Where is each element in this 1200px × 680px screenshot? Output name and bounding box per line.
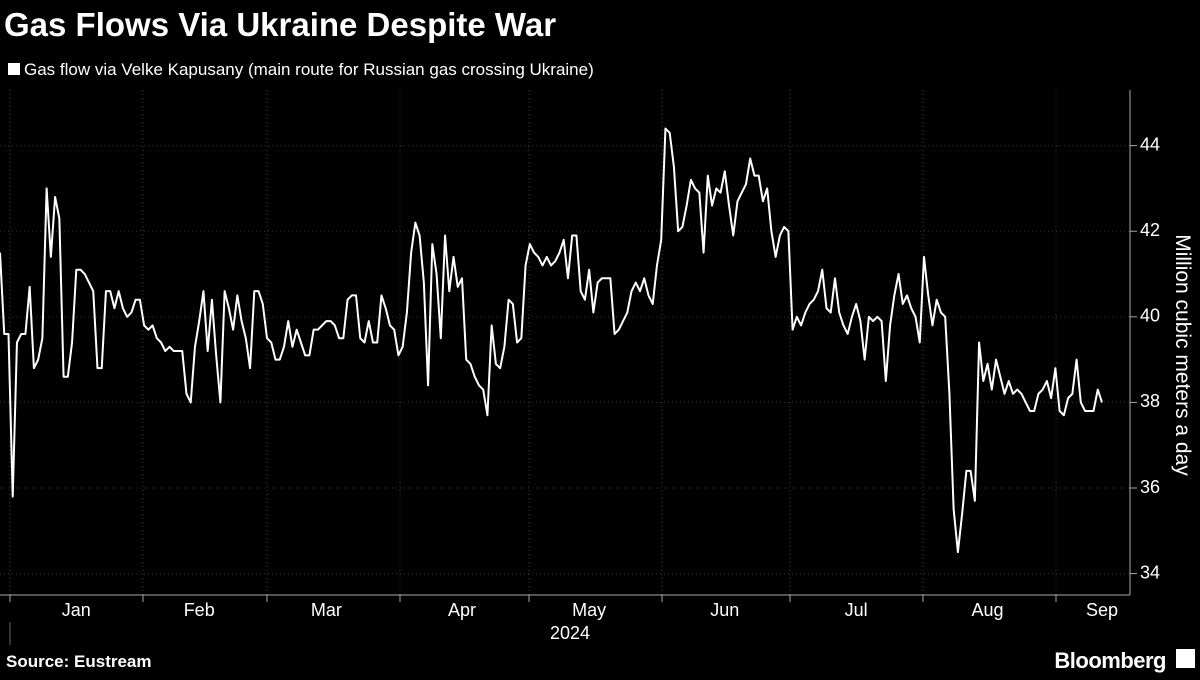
x-tick-label: Apr — [448, 600, 476, 620]
y-tick-label: 42 — [1140, 220, 1160, 240]
y-tick-label: 34 — [1140, 562, 1160, 582]
x-tick-label: Jul — [845, 600, 868, 620]
x-tick-label: Feb — [184, 600, 215, 620]
y-axis-label: Million cubic meters a day — [1171, 234, 1194, 476]
x-axis-label: 2024 — [550, 623, 590, 643]
y-tick-label: 44 — [1140, 134, 1160, 154]
y-tick-label: 36 — [1140, 477, 1160, 497]
x-tick-label: Mar — [311, 600, 342, 620]
x-tick-label: Jan — [62, 600, 91, 620]
y-tick-label: 40 — [1140, 306, 1160, 326]
legend-swatch — [8, 63, 20, 75]
y-tick-label: 38 — [1140, 391, 1160, 411]
x-tick-label: Jun — [710, 600, 739, 620]
source: Source: Eustream — [6, 652, 152, 671]
legend-label: Gas flow via Velke Kapusany (main route … — [24, 60, 594, 79]
x-tick-label: Aug — [972, 600, 1004, 620]
brand-icon — [1176, 649, 1195, 668]
x-tick-label: Sep — [1086, 600, 1118, 620]
brand: Bloomberg — [1054, 648, 1166, 673]
chart-title: Gas Flows Via Ukraine Despite War — [4, 6, 556, 43]
x-tick-label: May — [572, 600, 606, 620]
data-line — [0, 127, 1103, 554]
